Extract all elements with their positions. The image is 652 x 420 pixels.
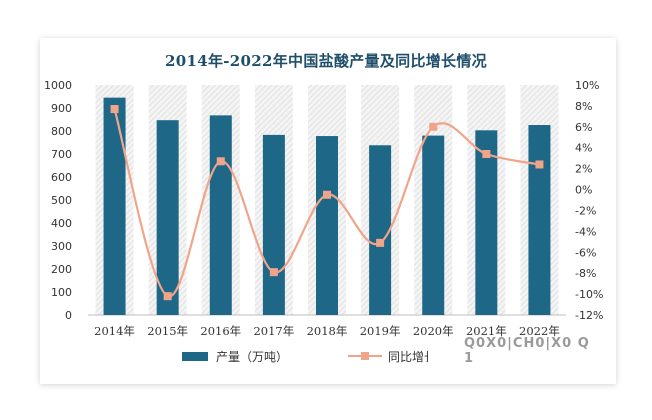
growth-marker — [110, 105, 119, 114]
legend-line-swatch — [348, 350, 383, 362]
left-tick-label: 0 — [65, 309, 72, 322]
right-tick-label: 0% — [575, 184, 592, 197]
right-tick-label: 6% — [575, 121, 592, 134]
bar — [475, 130, 498, 315]
x-tick-label: 2022年 — [519, 324, 560, 338]
left-tick-label: 900 — [51, 102, 72, 115]
legend-item-bar: 产量（万吨） — [182, 348, 288, 365]
left-tick-label: 400 — [51, 217, 72, 230]
right-tick-label: 10% — [575, 79, 599, 92]
right-tick-label: -8% — [575, 267, 596, 280]
x-tick-label: 2017年 — [253, 324, 294, 338]
right-tick-label: -6% — [575, 246, 596, 259]
right-tick-label: -2% — [575, 204, 596, 217]
legend-bar-label: 产量（万吨） — [216, 349, 289, 364]
bar — [369, 145, 392, 315]
right-tick-label: -4% — [575, 225, 596, 238]
growth-marker — [216, 157, 225, 166]
bar — [528, 125, 551, 316]
growth-marker — [269, 268, 278, 277]
bar — [316, 136, 338, 315]
x-tick-label: 2018年 — [307, 324, 348, 338]
line-series — [110, 105, 544, 301]
right-tick-label: -10% — [575, 288, 603, 301]
right-tick-label: -12% — [575, 309, 603, 322]
bar — [103, 97, 126, 316]
right-tick-label: 4% — [575, 142, 592, 155]
x-tick-label: 2021年 — [466, 324, 507, 338]
left-tick-label: 600 — [51, 171, 72, 184]
growth-marker — [482, 150, 491, 158]
x-tick-label: 2016年 — [200, 324, 241, 338]
bar — [156, 120, 179, 315]
left-tick-label: 500 — [51, 194, 72, 207]
legend-item-line: 同比增长 — [348, 348, 428, 365]
axis-labels: 0 100 200 300 400 500 600 700 800 900 1000 -12% -10%… — [44, 79, 603, 338]
x-tick-label: 2015年 — [147, 324, 188, 338]
left-tick-label: 200 — [51, 263, 72, 276]
legend: 产量（万吨） 同比增长 — [182, 345, 592, 367]
left-tick-label: 1000 — [44, 79, 72, 92]
bar — [262, 134, 285, 315]
growth-marker — [163, 292, 172, 301]
chart-title: 2014年-2022年中国盐酸产量及同比增长情况 — [165, 52, 487, 70]
bar — [422, 135, 445, 315]
left-tick-label: 700 — [51, 148, 72, 161]
x-tick-label: 2019年 — [360, 324, 401, 338]
left-tick-label: 800 — [51, 125, 72, 138]
growth-marker — [429, 122, 438, 131]
legend-bar-swatch — [182, 351, 208, 361]
watermark: Q0X0|CH0|X0 Q 1 — [464, 336, 590, 366]
x-tick-label: 2020年 — [413, 324, 454, 338]
legend-line-label: 同比增长 — [388, 349, 428, 364]
growth-marker — [323, 190, 331, 199]
left-tick-label: 100 — [51, 286, 72, 299]
bar — [209, 115, 232, 315]
right-tick-label: 2% — [575, 163, 592, 176]
left-tick-label: 300 — [51, 240, 72, 253]
right-tick-label: 8% — [575, 100, 592, 113]
growth-marker — [535, 160, 544, 169]
x-tick-label: 2014年 — [94, 324, 135, 338]
growth-marker — [376, 238, 385, 247]
